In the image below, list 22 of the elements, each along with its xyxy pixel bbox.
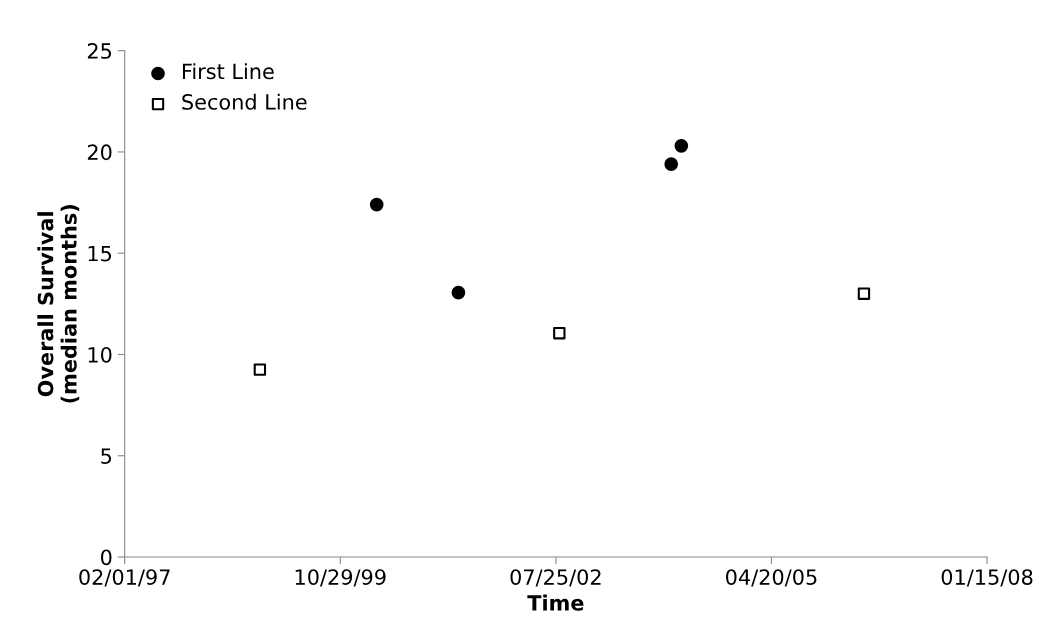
x-axis-title: Time <box>527 594 584 611</box>
y-tick-label: 25 <box>87 43 112 59</box>
x-tick-label: 01/15/08 <box>941 569 1033 587</box>
legend-label: First Line <box>182 63 274 80</box>
point <box>664 157 679 171</box>
x-tick-label: 02/01/97 <box>79 569 170 587</box>
point <box>253 363 267 376</box>
legend-label: Second Line <box>182 93 307 110</box>
y-axis-title: Overall Survival (median months) <box>37 205 80 403</box>
point <box>857 287 871 300</box>
y-tick-label: 0 <box>100 549 112 566</box>
y-tick-label: 20 <box>87 144 112 161</box>
point <box>451 285 466 300</box>
x-tick-label: 10/29/99 <box>295 569 386 587</box>
point <box>369 197 384 212</box>
y-tick-label: 15 <box>88 245 112 262</box>
x-tick-label: 07/25/02 <box>510 569 601 587</box>
y-tick-label: 10 <box>88 346 112 363</box>
point <box>553 327 566 340</box>
point <box>674 138 689 153</box>
y-tick-label: 5 <box>101 448 112 464</box>
x-tick-label: 04/20/05 <box>726 569 817 587</box>
